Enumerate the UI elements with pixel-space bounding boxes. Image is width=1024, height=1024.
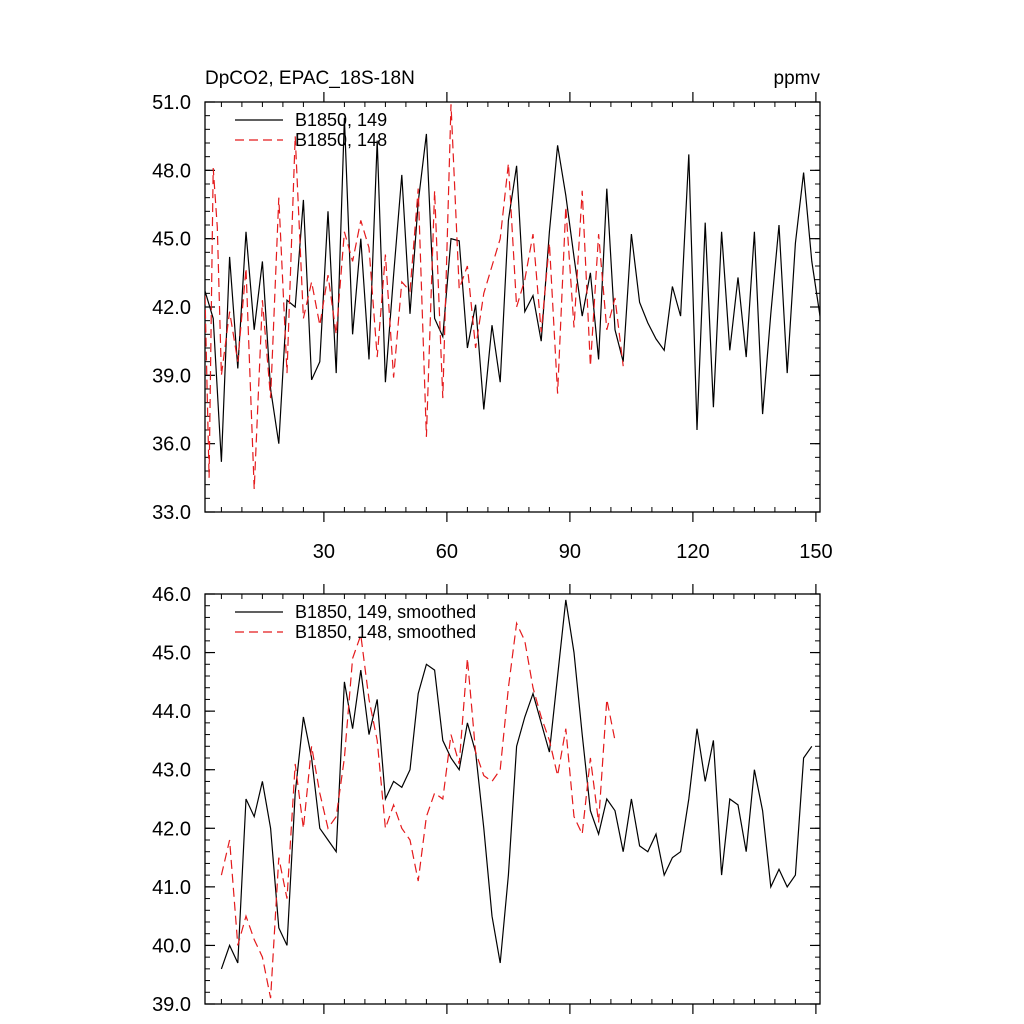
y-tick-label: 40.0 bbox=[152, 935, 191, 957]
y-tick-label: 42.0 bbox=[152, 818, 191, 840]
y-tick-label: 46.0 bbox=[152, 584, 191, 606]
x-tick-label: 30 bbox=[313, 541, 335, 563]
series-line-1 bbox=[220, 599, 813, 970]
legend-label-1: B1850, 149 bbox=[295, 110, 387, 130]
legend-label-2: B1850, 148, smoothed bbox=[295, 622, 476, 642]
x-tick-label: 60 bbox=[436, 541, 458, 563]
y-tick-label: 43.0 bbox=[152, 760, 191, 782]
x-tick-label: 150 bbox=[799, 541, 832, 563]
x-tick-label: 120 bbox=[676, 541, 709, 563]
chart-bottom-panel: 39.0 40.0 41.0 42.0 43.0 44.0 45.0 46.0 B1850, … bbox=[152, 584, 821, 1016]
y-tick-label: 51.0 bbox=[152, 92, 191, 114]
y-tick-label: 44.0 bbox=[152, 701, 191, 723]
plot-frame bbox=[204, 101, 821, 513]
legend-label-1: B1850, 149, smoothed bbox=[295, 602, 476, 622]
series-line-1 bbox=[205, 117, 820, 462]
series-line-2 bbox=[205, 104, 624, 490]
bottom-plot-area: 39.0 40.0 41.0 42.0 43.0 44.0 45.0 46.0 bbox=[152, 584, 821, 1016]
legend-label-2: B1850, 148 bbox=[295, 130, 387, 150]
y-tick-label: 41.0 bbox=[152, 877, 191, 899]
chart-title: DpCO2, EPAC_18S-18N bbox=[205, 68, 415, 89]
top-plot-area: 30 60 90 120 150 33.0 36.0 39.0 42.0 45.0 48.0 51.0 bbox=[152, 92, 833, 563]
y-tick-label: 39.0 bbox=[152, 365, 191, 387]
y-tick-label: 42.0 bbox=[152, 297, 191, 319]
plot-frame bbox=[204, 593, 821, 1005]
units-label: ppmv bbox=[774, 68, 821, 89]
y-tick-label: 33.0 bbox=[152, 502, 191, 524]
chart-top-panel: DpCO2, EPAC_18S-18N ppmv 30 60 90 120 150 33.… bbox=[152, 68, 833, 563]
y-tick-label: 36.0 bbox=[152, 434, 191, 456]
y-tick-label: 45.0 bbox=[152, 229, 191, 251]
y-tick-label: 39.0 bbox=[152, 994, 191, 1016]
x-tick-label: 90 bbox=[559, 541, 581, 563]
y-tick-label: 45.0 bbox=[152, 643, 191, 665]
y-tick-label: 48.0 bbox=[152, 160, 191, 182]
series-line-2 bbox=[220, 621, 616, 999]
